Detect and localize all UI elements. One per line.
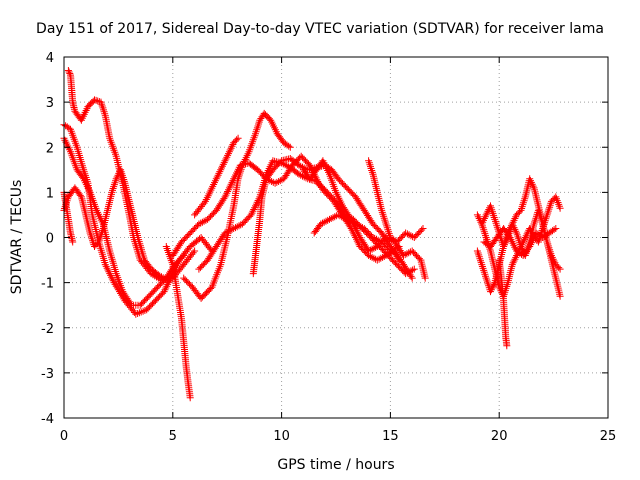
chart-title: Day 151 of 2017, Sidereal Day-to-day VTE… xyxy=(36,21,604,37)
x-tick-label: 10 xyxy=(273,429,290,444)
y-tick-label: 1 xyxy=(46,186,54,201)
series-arc-14 xyxy=(365,157,427,246)
series-arc-9 xyxy=(169,152,418,278)
series-markers xyxy=(495,256,511,350)
plot-area xyxy=(60,67,564,402)
y-tick-label: -4 xyxy=(41,412,54,427)
y-axis-label: SDTVAR / TECUs xyxy=(9,180,25,295)
series-markers xyxy=(191,134,242,219)
x-tick-label: 20 xyxy=(491,429,508,444)
series-trace xyxy=(302,159,426,279)
series-arc-6 xyxy=(162,243,194,402)
series-arc-18 xyxy=(495,256,511,350)
y-tick-label: 2 xyxy=(46,141,54,156)
series-markers xyxy=(480,225,560,259)
series-markers xyxy=(162,243,194,402)
y-tick-label: -2 xyxy=(41,322,54,337)
axis-ticks: 0 5 10 15 20 25 -4 -3 -2 -1 0 1 2 3 4 xyxy=(41,51,616,444)
x-tick-label: 25 xyxy=(600,429,617,444)
y-tick-label: 4 xyxy=(46,51,54,66)
x-tick-label: 0 xyxy=(60,429,68,444)
series-trace xyxy=(252,157,400,274)
series-markers xyxy=(299,157,429,282)
x-axis-label: GPS time / hours xyxy=(277,457,394,473)
series-arc-19 xyxy=(480,225,560,259)
series-markers xyxy=(60,166,172,284)
series-arc-10 xyxy=(191,134,242,219)
y-tick-label: -3 xyxy=(41,367,54,382)
series-markers xyxy=(169,152,418,278)
x-tick-label: 5 xyxy=(169,429,177,444)
series-arc-13 xyxy=(299,157,429,282)
series-markers xyxy=(365,157,427,246)
y-tick-label: 0 xyxy=(46,232,54,247)
x-tick-label: 15 xyxy=(382,429,399,444)
series-arc-4 xyxy=(60,166,172,284)
y-tick-label: 3 xyxy=(46,96,54,111)
y-tick-label: -1 xyxy=(41,277,54,292)
series-markers xyxy=(180,109,294,302)
